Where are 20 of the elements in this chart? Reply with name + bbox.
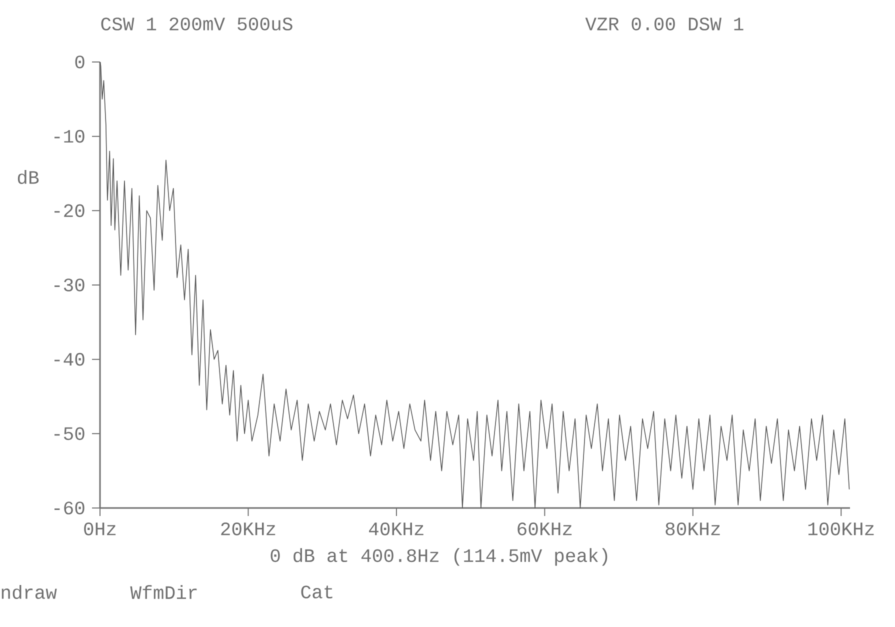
y-tick-label: -10 <box>54 130 84 143</box>
x-tick-label: 40KHz <box>369 522 424 536</box>
chart-title: CSW 1 200mV 500uS <box>101 18 292 30</box>
y-tick-label: -40 <box>54 352 84 366</box>
x-tick-label: 80KHz <box>666 522 720 536</box>
text: ndraw <box>2 585 57 599</box>
y-tick-label: -20 <box>54 204 84 218</box>
x-axis-title: 0 dB at 400.8Hz (114.5mV peak) <box>270 548 608 566</box>
text: WfmDir <box>130 585 197 599</box>
x-tick-label: 0Hz <box>84 522 116 536</box>
y-tick-label: -50 <box>54 427 84 440</box>
chart-subtitle: VZR 0.00 DSW 1 <box>585 18 744 30</box>
y-axis-title: dB <box>18 170 39 184</box>
x-tick-label: 20KHz <box>221 522 276 536</box>
y-tick-label: 0 <box>75 56 84 68</box>
text: Cat <box>301 586 332 598</box>
x-tick-label: 100KHz <box>808 522 874 536</box>
y-tick-label: -30 <box>54 278 84 292</box>
y-tick-label: -60 <box>54 502 84 514</box>
x-tick-label: 60KHz <box>518 522 572 536</box>
